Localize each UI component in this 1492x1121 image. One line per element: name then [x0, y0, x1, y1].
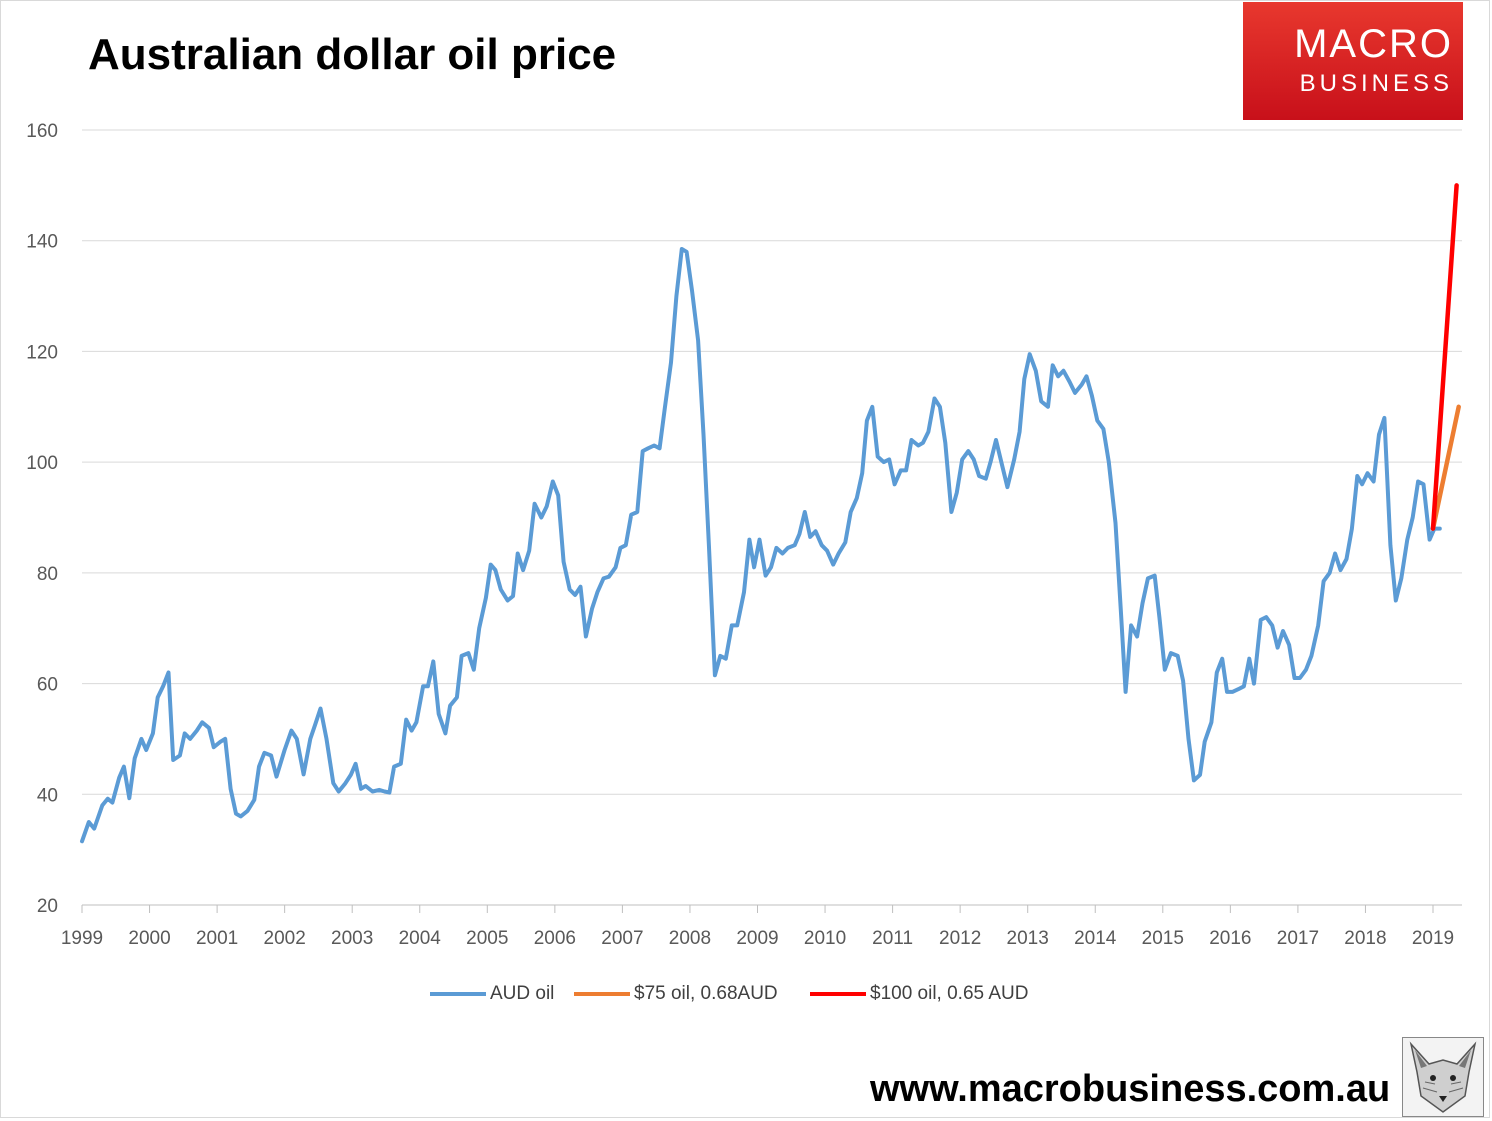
legend-label-100-oil: $100 oil, 0.65 AUD [870, 983, 1029, 1004]
x-tick-label: 2003 [331, 928, 373, 949]
x-tick-label: 2019 [1412, 928, 1454, 949]
legend: AUD oil $75 oil, 0.68AUD $100 oil, 0.65 … [0, 982, 1492, 1006]
legend-item-aud-oil: AUD oil [430, 982, 554, 1006]
legend-swatch-75-oil [574, 992, 630, 996]
x-tick-label: 2011 [872, 928, 913, 949]
x-tick-label: 2007 [601, 928, 643, 949]
y-tick-label: 160 [26, 121, 58, 142]
legend-label-aud-oil: AUD oil [490, 983, 555, 1004]
x-tick-label: 2005 [466, 928, 508, 949]
legend-label-75-oil: $75 oil, 0.68AUD [634, 983, 778, 1004]
x-tick-label: 2010 [804, 928, 846, 949]
series-line-aud-oil [80, 247, 1442, 844]
x-tick-label: 2018 [1344, 928, 1386, 949]
y-tick-label: 40 [37, 785, 58, 806]
x-tick-label: 2017 [1277, 928, 1319, 949]
series-line-75-oil-0-68aud [1430, 404, 1461, 531]
y-tick-label: 100 [26, 453, 58, 474]
legend-swatch-aud-oil [430, 992, 486, 996]
x-tick-label: 2014 [1074, 928, 1117, 949]
x-tick-label: 1999 [61, 928, 103, 949]
chart-title: Australian dollar oil price [88, 30, 617, 79]
axes: 20 40 60 80 100 120 140 160 1999 2000 2001 2002 2003… [26, 121, 1462, 949]
footer-url: www.macrobusiness.com.au [870, 1068, 1391, 1110]
legend-swatch-100-oil [810, 992, 866, 996]
y-tick-label: 60 [37, 675, 58, 696]
x-tick-label: 2004 [399, 928, 442, 949]
series-lines [80, 183, 1461, 844]
logo-text-business: BUSINESS [1299, 70, 1453, 97]
y-tick-label: 80 [37, 564, 58, 585]
x-tick-label: 2008 [669, 928, 711, 949]
legend-item-75-oil: $75 oil, 0.68AUD [574, 982, 778, 1006]
fox-icon [1402, 1037, 1484, 1117]
x-tick-label: 2002 [264, 928, 306, 949]
x-tick-label: 2015 [1142, 928, 1184, 949]
y-tick-label: 20 [37, 896, 58, 917]
x-tick-label: 2001 [196, 928, 238, 949]
macrobusiness-logo: MACRO BUSINESS [1243, 2, 1463, 120]
series-line-100-oil-0-65-aud [1430, 183, 1459, 531]
logo-text-macro: MACRO [1294, 22, 1453, 66]
x-tick-label: 2013 [1007, 928, 1049, 949]
y-tick-label: 120 [26, 342, 58, 363]
x-tick-label: 2000 [128, 928, 170, 949]
x-tick-label: 2016 [1209, 928, 1251, 949]
x-tick-label: 2009 [736, 928, 778, 949]
legend-item-100-oil: $100 oil, 0.65 AUD [810, 982, 1028, 1006]
x-tick-label: 2006 [534, 928, 576, 949]
x-tick-label: 2012 [939, 928, 981, 949]
gridlines [82, 129, 1462, 795]
y-tick-label: 140 [26, 232, 58, 253]
